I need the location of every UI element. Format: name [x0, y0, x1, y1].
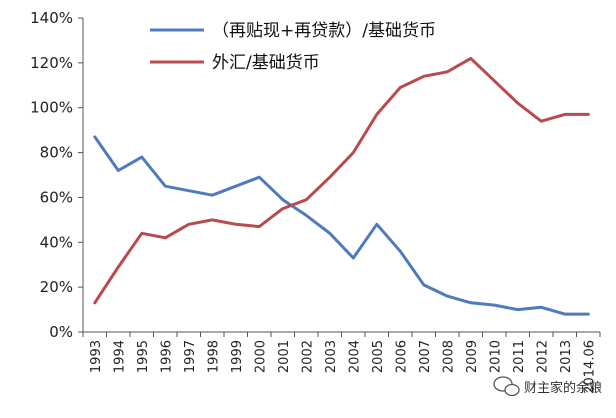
- x-tick-label: 2004: [347, 340, 362, 373]
- x-tick-label: 1995: [136, 340, 151, 373]
- x-tick-label: 1998: [206, 340, 221, 373]
- x-tick-label: 2003: [324, 340, 339, 373]
- x-tick-label: 2005: [371, 340, 386, 373]
- y-tick-label: 0%: [49, 323, 73, 341]
- legend-label-series-2: 外汇/基础货币: [212, 53, 320, 73]
- x-tick-label: 2007: [418, 340, 433, 373]
- x-tick-label: 2012: [535, 340, 550, 373]
- y-tick-label: 20%: [40, 278, 73, 296]
- y-tick-label: 120%: [30, 54, 73, 72]
- x-tick-label: 1996: [159, 340, 174, 373]
- legend-item-series-1: （再贴现+再贷款）/基础货币: [150, 21, 436, 41]
- x-tick-label: 2013: [559, 340, 574, 373]
- x-tick-label: 2001: [277, 340, 292, 373]
- series-line-2: [93, 56, 590, 305]
- y-axis: 0% 20% 40% 60% 80% 100% 120% 140%: [30, 9, 84, 341]
- y-tick-label: 100%: [30, 99, 73, 117]
- y-tick-label: 140%: [30, 9, 73, 27]
- x-tick-label: 2006: [394, 340, 409, 373]
- x-tick-label: 1993: [89, 340, 104, 373]
- x-tick-label: 2014.06: [582, 340, 597, 394]
- x-tick-label: 2002: [300, 340, 315, 373]
- watermark: 财主家的余粮: [493, 376, 602, 397]
- series-line-1: [93, 135, 590, 316]
- y-tick-label: 40%: [40, 233, 73, 251]
- legend-item-series-2: 外汇/基础货币: [150, 53, 320, 73]
- series-layer: [93, 56, 590, 316]
- x-tick-label: 2000: [253, 340, 268, 373]
- y-tick-label: 80%: [40, 144, 73, 162]
- x-tick-label: 1994: [112, 340, 127, 373]
- legend: （再贴现+再贷款）/基础货币 外汇/基础货币: [150, 21, 436, 73]
- x-tick-label: 1997: [183, 340, 198, 373]
- x-tick-label: 2010: [488, 340, 503, 373]
- x-tick-label: 2011: [512, 340, 527, 373]
- x-tick-label: 2008: [441, 340, 456, 373]
- y-tick-label: 60%: [40, 188, 73, 206]
- x-tick-label: 1999: [230, 340, 245, 373]
- watermark-text: 财主家的余粮: [524, 380, 602, 396]
- wechat-icon: [493, 376, 520, 397]
- legend-label-series-1: （再贴现+再贷款）/基础货币: [212, 21, 436, 41]
- x-tick-label: 2009: [465, 340, 480, 373]
- x-axis: 1993 1994 1995 1996 1997 1998 1999 2000 2001 2002…: [82, 331, 601, 394]
